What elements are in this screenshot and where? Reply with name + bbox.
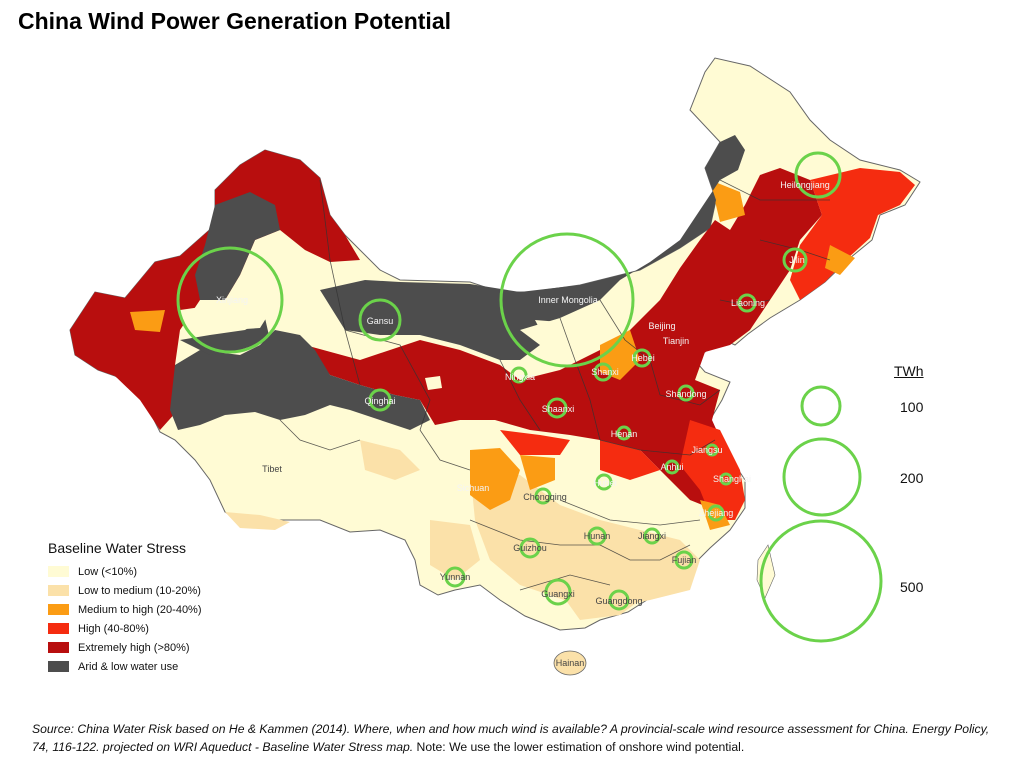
size-legend-circles xyxy=(759,385,883,643)
label-jiangxi: Jiangxi xyxy=(638,531,666,541)
label-heilongjiang: Heilongjiang xyxy=(780,180,830,190)
label-guangxi: Guangxi xyxy=(541,589,575,599)
arid-areas xyxy=(170,135,745,430)
label-qinghai: Qinghai xyxy=(364,396,395,406)
label-shanghai: Shanghai xyxy=(713,474,751,484)
circle-fujian xyxy=(674,550,694,570)
legend-swatch xyxy=(48,566,69,577)
legend-label: Medium to high (20-40%) xyxy=(78,603,202,616)
circle-jiangsu xyxy=(705,443,719,457)
legend-swatch xyxy=(48,604,69,615)
circle-hunan xyxy=(587,526,607,546)
circle-yunnan xyxy=(444,566,466,588)
circle-heilongjiang xyxy=(794,151,842,199)
label-gansu: Gansu xyxy=(367,316,394,326)
circle-zhejiang xyxy=(707,504,725,522)
legend-item: Extremely high (>80%) xyxy=(48,638,278,657)
circle-liaoning xyxy=(737,293,757,313)
source-note-text: Note: We use the lower estimation of ons… xyxy=(413,740,745,754)
legend-swatch xyxy=(48,623,69,634)
label-tianjin: Tianjin xyxy=(663,336,689,346)
hainan-island xyxy=(553,650,587,676)
source-citation: Source: China Water Risk based on He & K… xyxy=(32,722,990,754)
circle-hubei xyxy=(595,473,613,491)
label-guizhou: Guizhou xyxy=(513,543,547,553)
legend-swatch xyxy=(48,661,69,672)
legend-label: High (40-80%) xyxy=(78,622,149,635)
label-jiangsu: Jiangsu xyxy=(691,445,722,455)
label-yunnan: Yunnan xyxy=(440,572,471,582)
circle-shandong xyxy=(677,384,695,402)
label-hainan: Hainan xyxy=(556,658,585,668)
size-legend-100 xyxy=(800,385,842,427)
label-shanxi: Shanxi xyxy=(591,367,619,377)
label-ningxia: Ningxia xyxy=(505,372,535,382)
circle-jilin xyxy=(782,247,808,273)
circle-jiangxi xyxy=(643,527,661,545)
legend-item: Low to medium (10-20%) xyxy=(48,581,278,600)
legend-item: Arid & low water use xyxy=(48,657,278,676)
circle-ningxia xyxy=(510,366,528,384)
size-legend-200 xyxy=(782,437,862,517)
taiwan-island xyxy=(756,544,776,599)
label-anhui: Anhui xyxy=(660,462,683,472)
size-legend-value-500: 500 xyxy=(900,579,924,595)
legend-label: Low to medium (10-20%) xyxy=(78,584,201,597)
label-zhejiang: Zhejiang xyxy=(699,508,734,518)
medium-high-areas xyxy=(130,180,855,530)
legend-label: Arid & low water use xyxy=(78,660,179,673)
circle-xinjiang xyxy=(176,246,284,354)
wind-potential-circles xyxy=(176,151,842,611)
lake-areas xyxy=(180,298,570,390)
legend-title: Baseline Water Stress xyxy=(48,540,186,556)
circle-hebei xyxy=(632,348,652,368)
label-sichuan: Sichuan xyxy=(457,483,490,493)
label-beijing: Beijing xyxy=(648,321,675,331)
label-shaanxi: Shaanxi xyxy=(542,404,575,414)
circle-guangdong xyxy=(608,589,630,611)
label-shandong: Shandong xyxy=(665,389,706,399)
legend-label: Low (<10%) xyxy=(78,565,138,578)
circle-shanxi xyxy=(593,362,613,382)
legend-swatch xyxy=(48,585,69,596)
size-legend-value-200: 200 xyxy=(900,470,924,486)
legend-label: Extremely high (>80%) xyxy=(78,641,190,654)
circle-guizhou xyxy=(519,537,541,559)
circle-anhui xyxy=(664,459,680,475)
circle-shanghai xyxy=(719,472,733,486)
circle-chongqing xyxy=(534,487,552,505)
circle-gansu xyxy=(358,298,402,342)
label-hebei: Hebei xyxy=(631,353,655,363)
circle-inner-mongolia xyxy=(499,232,635,368)
province-labels: Xinjiang Gansu Inner Mongolia Heilongjia… xyxy=(216,180,830,668)
low-medium-areas xyxy=(225,440,700,620)
circle-henan xyxy=(616,425,632,441)
size-legend-unit: TWh xyxy=(894,363,924,379)
legend-item: Medium to high (20-40%) xyxy=(48,600,278,619)
high-areas xyxy=(500,168,915,520)
water-stress-legend: Baseline Water Stress Low (<10%) Low to … xyxy=(48,540,278,676)
label-xinjiang: Xinjiang xyxy=(216,295,248,305)
circle-shaanxi xyxy=(546,397,568,419)
label-hubei: Hubei xyxy=(593,478,617,488)
legend-item: High (40-80%) xyxy=(48,619,278,638)
source-note: Source: China Water Risk based on He & K… xyxy=(32,720,1007,756)
circle-guangxi xyxy=(544,578,572,606)
circle-qinghai xyxy=(368,388,392,412)
label-henan: Henan xyxy=(611,429,638,439)
label-hunan: Hunan xyxy=(584,531,611,541)
label-liaoning: Liaoning xyxy=(731,298,765,308)
label-jilin: Jilin xyxy=(789,255,805,265)
label-fujian: Fujian xyxy=(672,555,697,565)
label-chongqing: Chongqing xyxy=(523,492,567,502)
label-inner-mongolia: Inner Mongolia xyxy=(538,295,598,305)
map-title: China Wind Power Generation Potential xyxy=(18,8,452,34)
legend-swatch xyxy=(48,642,69,653)
label-guangdong: Guangdong xyxy=(595,596,642,606)
label-tibet: Tibet xyxy=(262,464,282,474)
size-legend-value-100: 100 xyxy=(900,399,924,415)
legend-item: Low (<10%) xyxy=(48,562,278,581)
size-legend-500 xyxy=(759,519,883,643)
